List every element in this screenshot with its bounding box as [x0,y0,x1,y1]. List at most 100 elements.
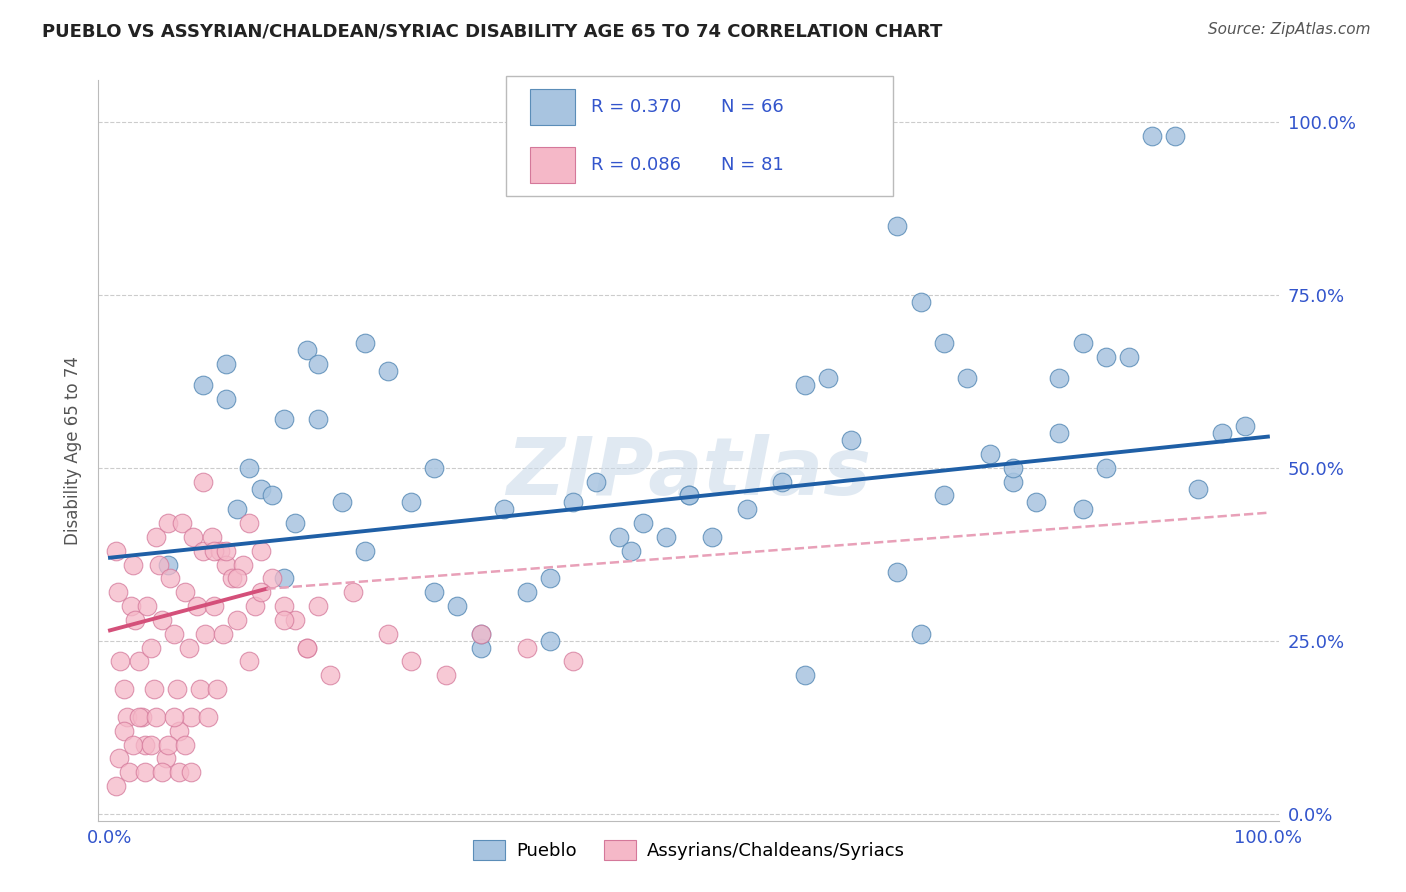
Y-axis label: Disability Age 65 to 74: Disability Age 65 to 74 [63,356,82,545]
Point [107,585,129,599]
Point [910,627,932,641]
Point [215,392,238,406]
Point [377,364,399,378]
Point [191,543,214,558]
Point [208,543,231,558]
Point [434,668,457,682]
Point [215,558,238,572]
Text: R = 0.086: R = 0.086 [591,156,681,174]
Point [180,765,202,780]
Point [215,357,238,371]
Point [1094,350,1116,364]
Point [1211,426,1233,441]
Point [249,585,271,599]
Point [128,655,150,669]
Point [201,530,224,544]
Point [470,627,492,641]
Point [104,779,127,793]
Point [139,738,162,752]
Point [538,633,561,648]
Point [243,599,266,614]
Point [470,640,492,655]
Point [177,640,200,655]
Point [1233,419,1256,434]
Point [194,627,217,641]
Point [353,543,375,558]
Point [238,516,260,530]
Point [609,530,631,544]
Point [1049,426,1071,441]
Point [284,516,307,530]
Point [516,585,538,599]
Point [238,460,260,475]
Point [793,668,815,682]
Point [226,613,249,627]
Point [226,502,249,516]
Point [399,655,422,669]
Point [174,738,197,752]
Point [139,640,162,655]
Point [145,710,167,724]
Point [197,710,219,724]
Point [295,640,318,655]
Point [1118,350,1140,364]
Point [886,565,908,579]
Point [446,599,468,614]
Point [295,640,318,655]
Point [150,613,173,627]
Point [932,336,955,351]
Point [620,543,643,558]
Point [735,502,758,516]
Point [273,613,295,627]
Point [186,599,208,614]
Point [307,357,329,371]
Point [516,640,538,655]
Point [1164,128,1187,143]
Text: ZIPatlas: ZIPatlas [506,434,872,512]
Point [145,530,167,544]
Point [910,294,932,309]
Point [188,682,211,697]
Point [202,543,225,558]
Point [562,495,585,509]
Point [273,412,295,426]
Text: N = 81: N = 81 [721,156,785,174]
Point [839,433,862,447]
Point [793,377,815,392]
Point [307,412,329,426]
Point [169,765,191,780]
Text: R = 0.370: R = 0.370 [591,98,681,116]
Point [678,488,700,502]
Point [273,599,295,614]
Point [122,558,145,572]
Point [180,710,202,724]
Legend: Pueblo, Assyrians/Chaldeans/Syriacs: Pueblo, Assyrians/Chaldeans/Syriacs [465,833,912,867]
Point [191,475,214,489]
Point [112,682,135,697]
Point [191,377,214,392]
Point [226,572,249,586]
Point [585,475,607,489]
Point [156,738,179,752]
Point [156,516,179,530]
Point [156,558,179,572]
Text: PUEBLO VS ASSYRIAN/CHALDEAN/SYRIAC DISABILITY AGE 65 TO 74 CORRELATION CHART: PUEBLO VS ASSYRIAN/CHALDEAN/SYRIAC DISAB… [42,22,942,40]
Point [249,482,271,496]
Point [655,530,678,544]
Point [122,738,145,752]
Point [150,765,173,780]
Point [979,447,1001,461]
Text: N = 66: N = 66 [721,98,785,116]
Point [183,530,205,544]
Point [120,599,142,614]
Point [117,765,139,780]
Point [170,516,193,530]
Point [221,572,243,586]
Point [108,751,131,765]
Point [205,682,228,697]
Text: Source: ZipAtlas.com: Source: ZipAtlas.com [1208,22,1371,37]
Point [110,655,132,669]
Point [232,558,254,572]
Point [136,599,159,614]
Point [631,516,654,530]
